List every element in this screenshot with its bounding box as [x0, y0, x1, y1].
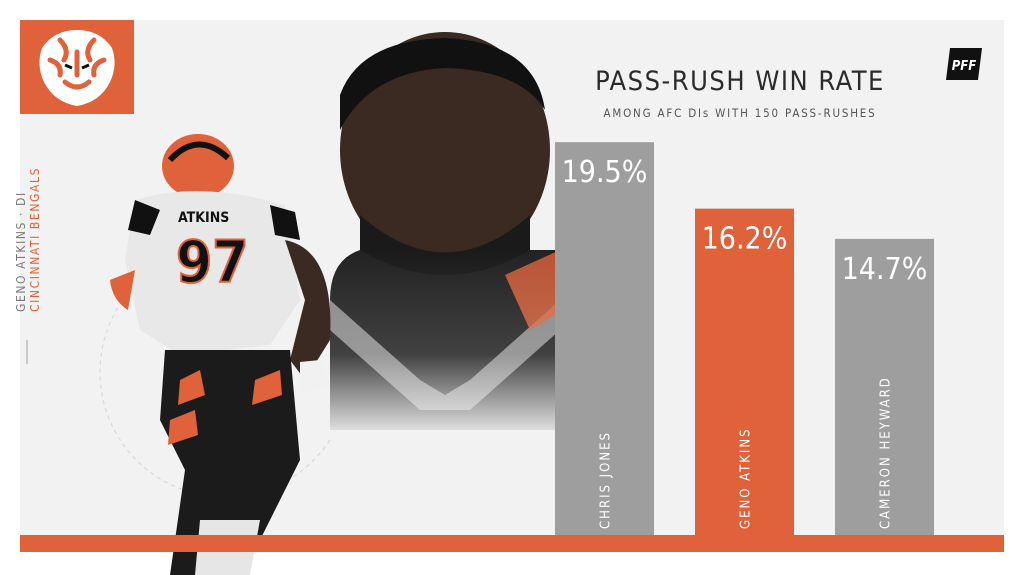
bar-chris-jones: [555, 142, 654, 535]
svg-text:ATKINS: ATKINS: [178, 210, 229, 226]
bar-category-label: GENO ATKINS: [739, 427, 754, 529]
bar-cameron-heyward: [835, 238, 934, 535]
chart-subtitle: AMONG AFC DIs WITH 150 PASS-RUSHES: [603, 106, 877, 120]
player-action-figure: 97 ATKINS: [110, 134, 331, 575]
bottom-accent-bar: [20, 535, 1004, 552]
pff-logo-icon: PFF: [946, 48, 982, 80]
bar-category-label: CHRIS JONES: [599, 431, 614, 529]
bar-value-label: 14.7%: [842, 252, 928, 287]
bar-category-label: CAMERON HEYWARD: [879, 376, 894, 529]
bengals-tiger-head-icon: [39, 30, 115, 106]
bar-geno-atkins: [695, 208, 794, 535]
svg-text:PFF: PFF: [952, 59, 977, 74]
side-divider: [26, 340, 28, 364]
bar-value-label: 19.5%: [562, 155, 648, 190]
bar-value-label: 16.2%: [702, 222, 788, 257]
chart-title: PASS-RUSH WIN RATE: [595, 66, 885, 97]
svg-text:97: 97: [176, 228, 249, 296]
team-logo-badge: [20, 20, 134, 114]
